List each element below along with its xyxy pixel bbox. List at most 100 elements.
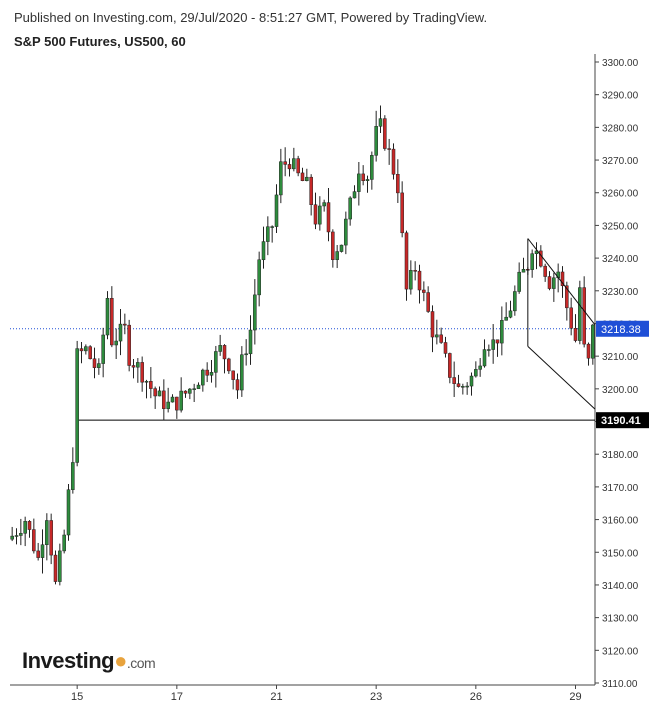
candle-body bbox=[569, 307, 573, 329]
candle-body bbox=[352, 191, 357, 199]
candle-body bbox=[391, 148, 396, 175]
y-tick-label: 3280.00 bbox=[602, 123, 639, 134]
support-price-tag bbox=[596, 412, 649, 429]
y-tick-label: 3250.00 bbox=[602, 221, 639, 232]
candle-body bbox=[465, 385, 469, 388]
y-tick-label: 3230.00 bbox=[602, 287, 639, 298]
candle-body bbox=[231, 370, 235, 380]
candle-body bbox=[279, 161, 283, 196]
candle-body bbox=[153, 388, 157, 397]
x-tick-label: 15 bbox=[71, 691, 83, 703]
y-tick-label: 3140.00 bbox=[602, 581, 639, 592]
published-caption: Published on Investing.com, 29/Jul/2020 … bbox=[14, 10, 488, 25]
candle-body bbox=[582, 287, 586, 345]
candle-body bbox=[144, 381, 149, 383]
candle-body bbox=[183, 390, 188, 394]
candle-body bbox=[227, 358, 231, 372]
candle-body bbox=[426, 292, 430, 312]
candle-body bbox=[552, 277, 556, 289]
candle-body bbox=[383, 118, 387, 149]
candle-body bbox=[344, 218, 348, 246]
candle-body bbox=[244, 353, 248, 356]
candle-body bbox=[530, 253, 534, 270]
candle-body bbox=[162, 390, 166, 409]
candle-body bbox=[23, 521, 27, 534]
candle-body bbox=[92, 358, 97, 368]
y-tick-label: 3170.00 bbox=[602, 483, 639, 494]
candle-body bbox=[357, 173, 361, 192]
investing-logo: Investing●.com bbox=[22, 648, 156, 673]
candle-body bbox=[84, 346, 88, 352]
candle-body bbox=[586, 343, 591, 359]
y-tick-label: 3110.00 bbox=[602, 679, 638, 690]
candle-body bbox=[10, 535, 14, 540]
candle-body bbox=[482, 349, 487, 367]
channel-lower-line bbox=[527, 345, 596, 410]
candle-body bbox=[149, 381, 153, 389]
candle-body bbox=[443, 342, 448, 354]
y-tick-label: 3160.00 bbox=[602, 516, 639, 527]
candle-body bbox=[58, 550, 62, 582]
candle-body bbox=[508, 310, 513, 318]
candle-body bbox=[71, 462, 75, 490]
candle-body bbox=[136, 362, 140, 368]
x-tick-label: 26 bbox=[470, 691, 482, 703]
candle-body bbox=[53, 554, 58, 582]
candle-body bbox=[591, 324, 595, 359]
candle-body bbox=[378, 118, 383, 127]
candle-body bbox=[322, 202, 326, 207]
candle-body bbox=[40, 544, 45, 558]
candle-body bbox=[101, 334, 105, 364]
candle-body bbox=[79, 348, 84, 352]
candle-body bbox=[274, 194, 279, 227]
y-tick-label: 3290.00 bbox=[602, 91, 639, 102]
candle-body bbox=[257, 259, 261, 296]
candle-body bbox=[49, 520, 53, 556]
candle-body bbox=[253, 294, 257, 331]
candle-body bbox=[469, 375, 474, 387]
candle-body bbox=[88, 346, 92, 360]
candle-body bbox=[110, 298, 114, 346]
candle-body bbox=[413, 270, 417, 272]
x-tick-label: 23 bbox=[370, 691, 382, 703]
y-tick-label: 3210.00 bbox=[602, 352, 639, 363]
candle-body bbox=[218, 345, 222, 352]
candle-body bbox=[495, 339, 500, 344]
candle-body bbox=[430, 311, 435, 338]
candle-body bbox=[205, 369, 209, 376]
candle-body bbox=[348, 197, 352, 220]
candle-body bbox=[97, 363, 101, 368]
candle-body bbox=[478, 365, 482, 370]
candle-body bbox=[36, 550, 40, 558]
current-price-tag bbox=[596, 320, 649, 337]
candle-body bbox=[266, 226, 270, 242]
candle-body bbox=[370, 155, 374, 180]
candle-body bbox=[196, 384, 201, 389]
candle-body bbox=[318, 205, 322, 225]
candle-body bbox=[560, 271, 565, 287]
candle-body bbox=[578, 287, 582, 341]
x-tick-label: 17 bbox=[171, 691, 183, 703]
candle-body bbox=[140, 362, 144, 383]
candle-body bbox=[491, 339, 495, 350]
candle-body bbox=[400, 192, 404, 234]
candle-body bbox=[209, 372, 214, 376]
candle-body bbox=[422, 289, 426, 293]
candle-body bbox=[456, 383, 461, 387]
candle-body bbox=[179, 390, 183, 411]
y-tick-label: 3270.00 bbox=[602, 156, 639, 167]
candle-body bbox=[248, 329, 253, 355]
support-price-label: 3190.41 bbox=[601, 415, 641, 427]
candle-body bbox=[374, 126, 378, 156]
y-tick-label: 3180.00 bbox=[602, 450, 639, 461]
candle-body bbox=[487, 349, 491, 351]
candle-body bbox=[409, 270, 413, 290]
candle-body bbox=[448, 353, 452, 378]
candle-body bbox=[127, 324, 131, 366]
candle-body bbox=[387, 148, 391, 150]
y-tick-label: 3130.00 bbox=[602, 614, 639, 625]
current-price-label: 3218.38 bbox=[601, 324, 641, 336]
candle-body bbox=[517, 271, 521, 292]
candle-body bbox=[118, 323, 123, 342]
